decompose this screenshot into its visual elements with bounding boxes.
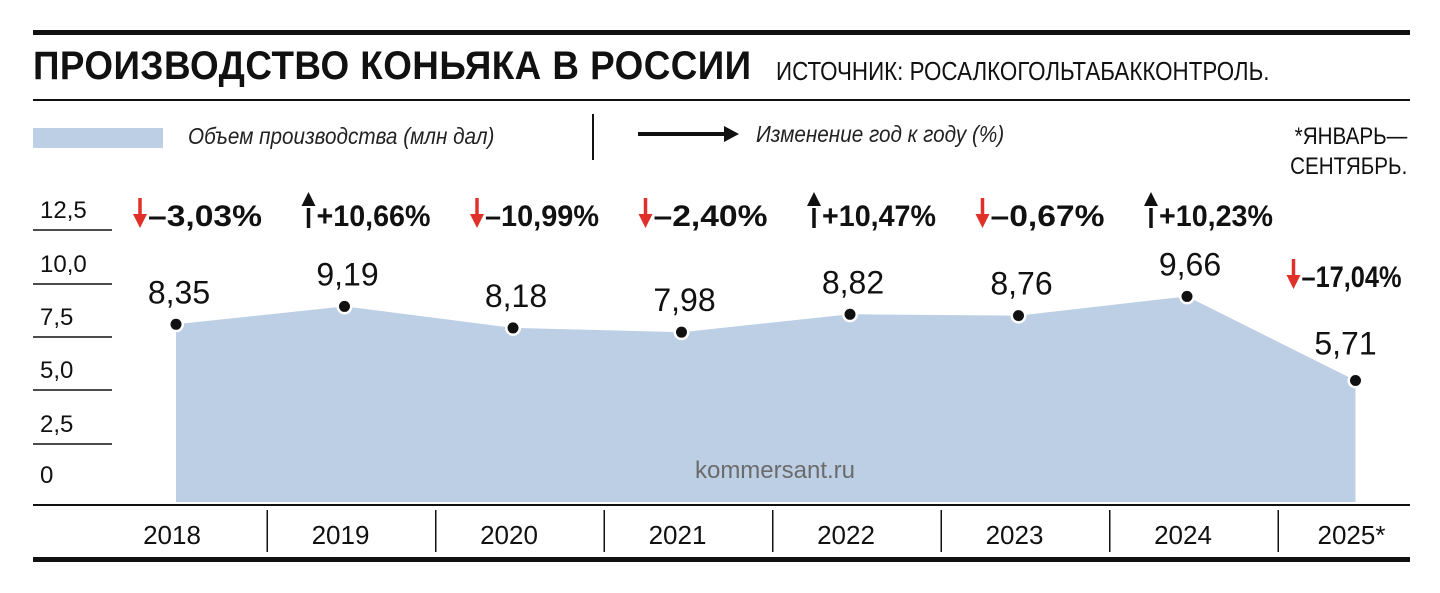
x-tick-label: 2023 (986, 520, 1044, 550)
arrow-up-icon (1144, 192, 1158, 228)
watermark: kommersant.ru (695, 457, 855, 484)
data-label: 8,76 (990, 266, 1052, 302)
data-point (844, 308, 856, 320)
yoy-change-label: –3,03% (148, 200, 262, 233)
yoy-change-label: –0,67% (991, 200, 1105, 233)
y-tick-label: 10,0 (40, 251, 87, 278)
y-tick-label: 0 (40, 462, 53, 489)
data-label: 5,71 (1314, 325, 1376, 361)
x-tick-label: 2025* (1318, 520, 1386, 550)
arrow-down-icon (133, 198, 147, 228)
x-tick-label: 2022 (817, 520, 875, 550)
source-note: ИСТОЧНИК: РОСАЛКОГОЛЬТАБАККОНТРОЛЬ. (776, 56, 1270, 86)
x-tick-label: 2020 (480, 520, 538, 550)
yoy-change-label: +10,23% (1159, 200, 1273, 233)
data-label: 8,18 (485, 278, 547, 314)
data-label: 8,35 (148, 274, 210, 310)
x-tick-label: 2024 (1154, 520, 1212, 550)
data-point (339, 300, 350, 312)
arrow-down-icon (1286, 259, 1301, 289)
yoy-change-label: –17,04% (1302, 261, 1402, 294)
area-series (176, 296, 1356, 502)
legend-arrow-icon (638, 126, 739, 142)
y-tick-label: 7,5 (40, 304, 73, 331)
legend-area-swatch (33, 128, 163, 148)
arrow-down-icon (470, 198, 484, 228)
x-tick-label: 2019 (312, 520, 370, 550)
data-point (1013, 310, 1024, 322)
data-point (676, 326, 687, 338)
data-label: 9,66 (1159, 246, 1221, 282)
yoy-change-label: +10,47% (822, 200, 936, 233)
data-point (1181, 290, 1193, 302)
data-point (507, 322, 519, 334)
y-tick-label: 12,5 (40, 197, 87, 224)
header-divider (33, 99, 1410, 101)
x-tick-label: 2021 (649, 520, 707, 550)
y-tick-label: 5,0 (40, 357, 73, 384)
top-rule (33, 30, 1410, 35)
yoy-change-label: +10,66% (317, 200, 431, 233)
arrow-down-icon (638, 198, 653, 228)
chart-title: ПРОИЗВОДСТВО КОНЬЯКА В РОССИИ (33, 44, 752, 88)
yoy-change-label: –10,99% (485, 200, 599, 233)
data-label: 8,82 (822, 264, 884, 300)
arrow-up-icon (807, 192, 821, 228)
x-tick-label: 2018 (143, 520, 201, 550)
arrow-down-icon (975, 198, 990, 228)
data-label: 9,19 (316, 256, 378, 292)
data-label: 7,98 (653, 282, 715, 318)
legend-area-label: Объем производства (млн дал) (188, 123, 495, 149)
footnote: *ЯНВАРЬ— СЕНТЯБРЬ. (1289, 123, 1407, 180)
arrow-up-icon (301, 192, 316, 228)
yoy-change-label: –2,40% (654, 200, 768, 233)
data-point (170, 318, 182, 330)
legend-arrow-label: Изменение год к году (%) (756, 121, 1005, 147)
y-tick-label: 2,5 (40, 411, 73, 438)
data-point (1350, 374, 1361, 386)
bottom-rule (33, 557, 1410, 562)
legend-divider (592, 114, 594, 160)
